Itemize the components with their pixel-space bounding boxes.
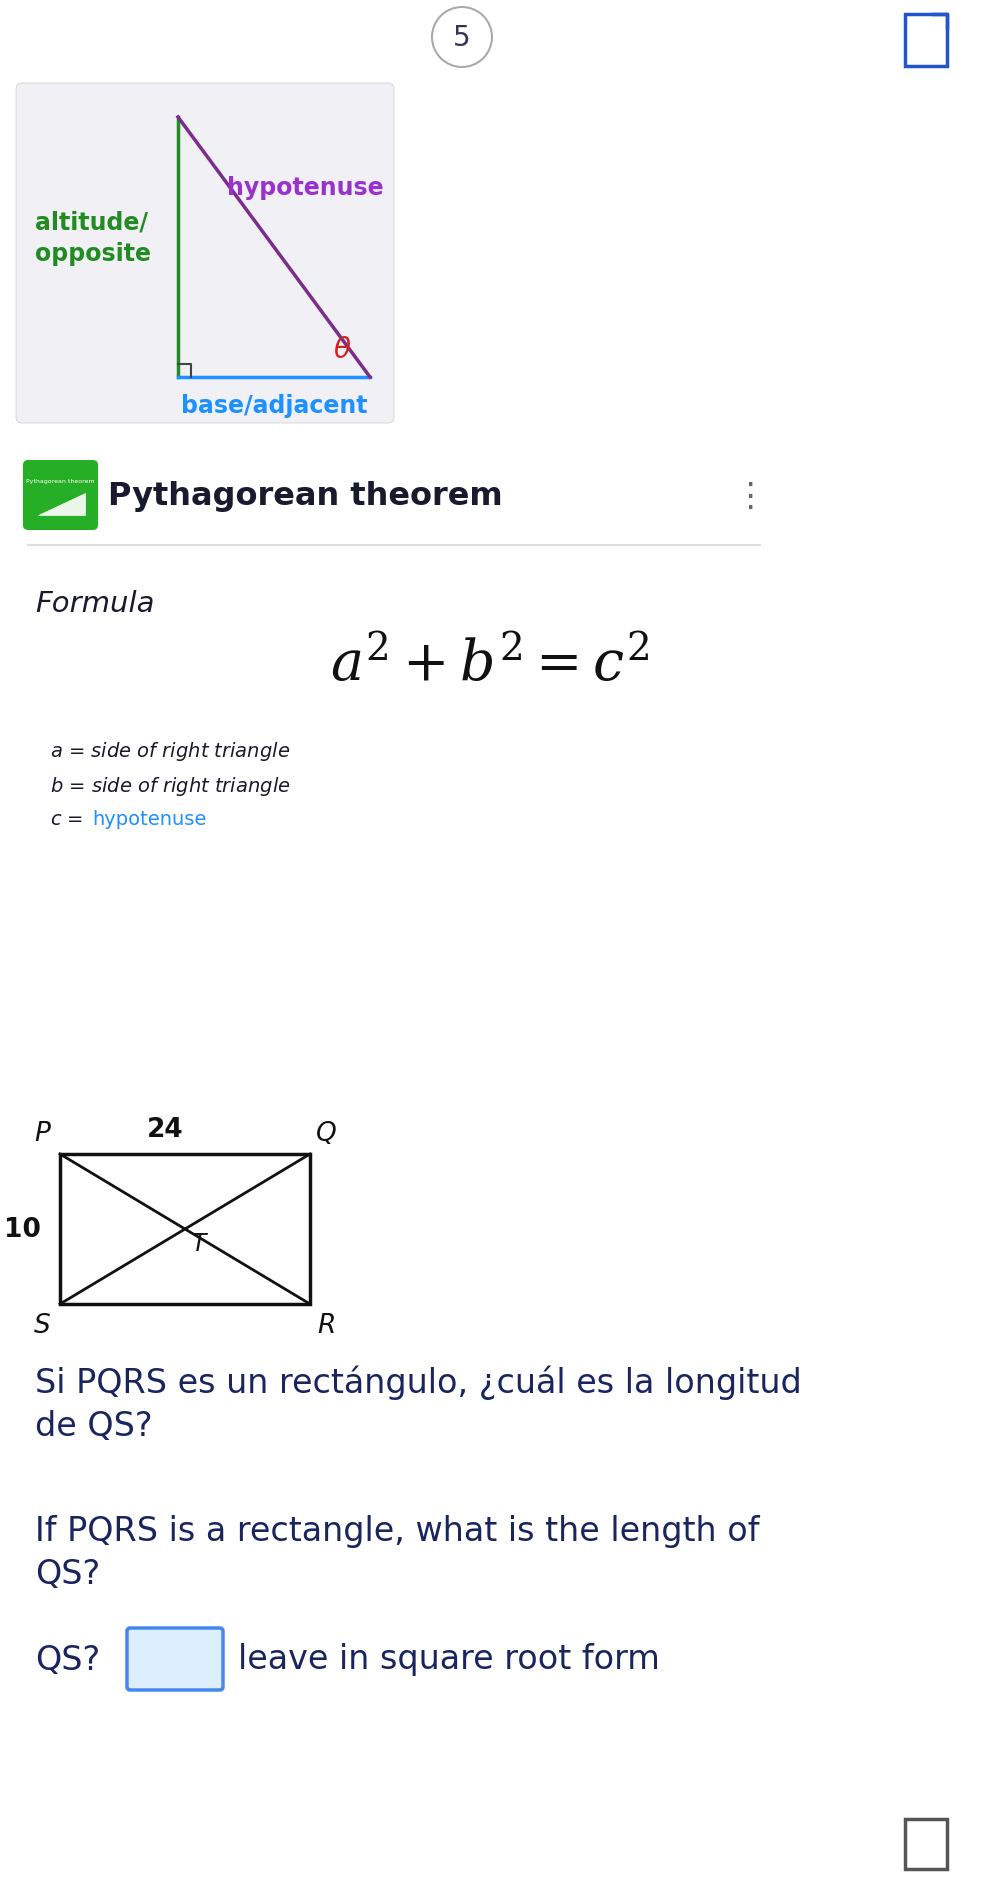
FancyBboxPatch shape <box>23 461 98 530</box>
Text: Q: Q <box>316 1120 336 1147</box>
Bar <box>60 1154 310 1305</box>
Text: base/adjacent: base/adjacent <box>181 393 368 417</box>
Text: $b$ = side of right triangle: $b$ = side of right triangle <box>50 775 291 797</box>
FancyBboxPatch shape <box>127 1628 223 1690</box>
Text: leave in square root form: leave in square root form <box>238 1643 660 1675</box>
Text: Pythagorean theorem: Pythagorean theorem <box>108 479 502 511</box>
Text: 24: 24 <box>146 1117 183 1143</box>
Text: P: P <box>34 1120 50 1147</box>
Text: $a^2 + b^2 = c^2$: $a^2 + b^2 = c^2$ <box>330 637 650 692</box>
Text: hypotenuse: hypotenuse <box>227 177 383 199</box>
Text: hypotenuse: hypotenuse <box>92 810 206 829</box>
Text: Formula: Formula <box>35 590 154 619</box>
Text: 10: 10 <box>4 1216 40 1243</box>
FancyBboxPatch shape <box>905 15 947 68</box>
FancyBboxPatch shape <box>16 85 394 423</box>
Text: T: T <box>192 1231 206 1256</box>
Text: $c$ =: $c$ = <box>50 810 86 829</box>
Text: $\theta$: $\theta$ <box>333 337 351 365</box>
Text: ⋮: ⋮ <box>733 479 767 511</box>
Circle shape <box>432 8 492 68</box>
Text: Pythagorean theorem: Pythagorean theorem <box>27 478 94 483</box>
Text: If PQRS is a rectangle, what is the length of
QS?: If PQRS is a rectangle, what is the leng… <box>35 1513 760 1590</box>
Text: altitude/
opposite: altitude/ opposite <box>35 211 151 265</box>
Text: QS?: QS? <box>35 1643 100 1675</box>
Text: 5: 5 <box>453 24 471 53</box>
Text: Si PQRS es un rectángulo, ¿cuál es la longitud
de QS?: Si PQRS es un rectángulo, ¿cuál es la lo… <box>35 1365 802 1442</box>
Polygon shape <box>38 494 85 515</box>
Text: $a$ = side of right triangle: $a$ = side of right triangle <box>50 739 290 763</box>
Text: R: R <box>317 1312 335 1339</box>
Text: S: S <box>33 1312 50 1339</box>
FancyBboxPatch shape <box>905 1820 947 1869</box>
